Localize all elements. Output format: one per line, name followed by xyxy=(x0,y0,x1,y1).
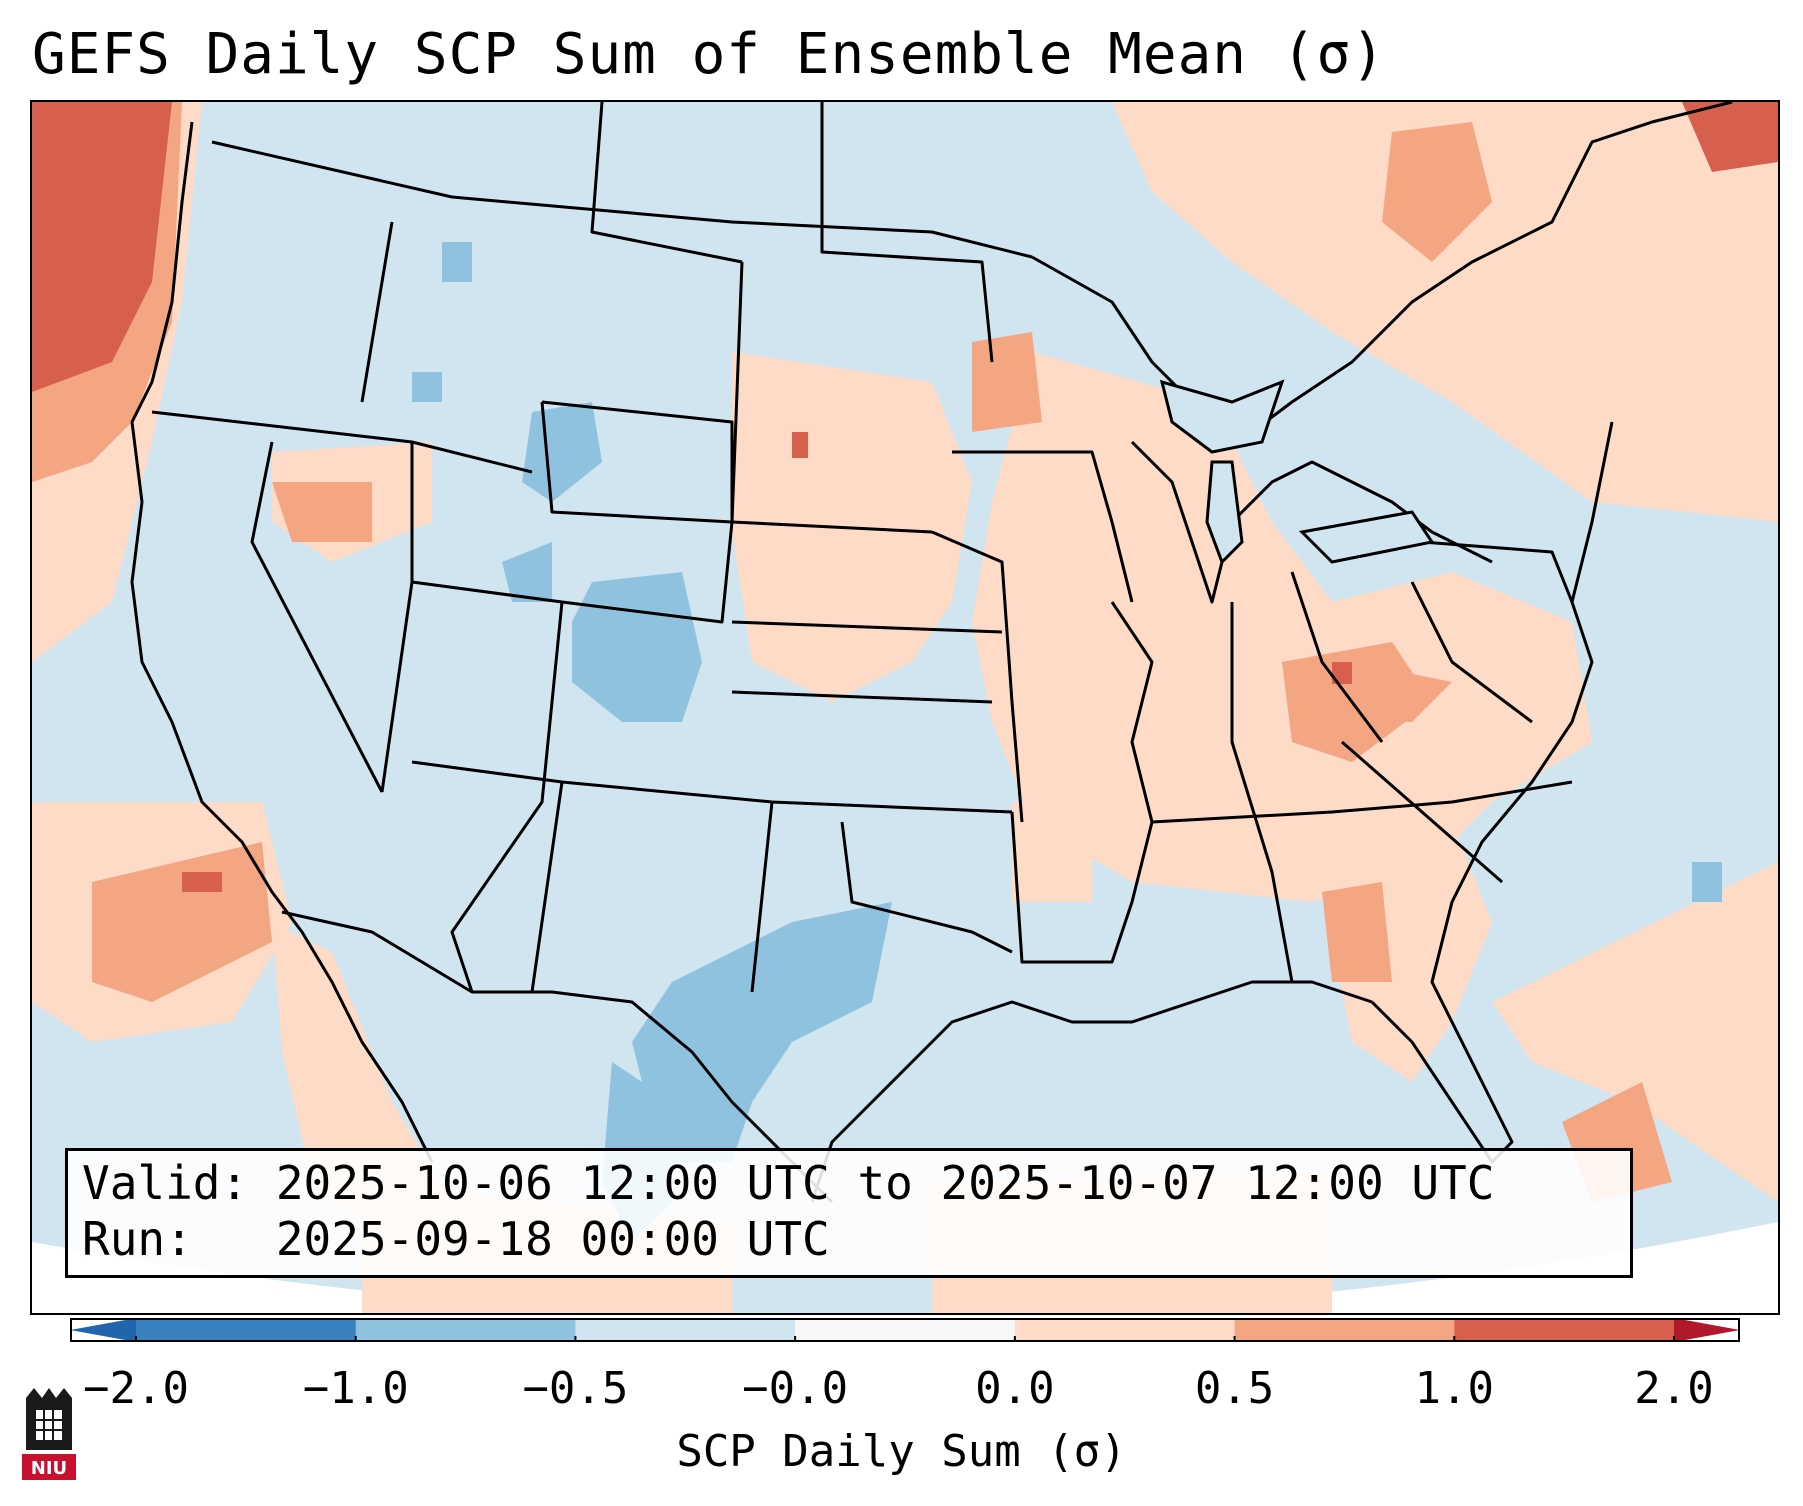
colorbar-outline xyxy=(70,1318,1740,1342)
colorbar-over-extension xyxy=(1674,1318,1740,1342)
colorbar-bin xyxy=(355,1318,576,1342)
map-panel[interactable] xyxy=(30,100,1780,1315)
svg-text:NIU: NIU xyxy=(31,1458,67,1479)
colorbar-tick-label: 0.0 xyxy=(975,1363,1055,1414)
run-time-line: Run: 2025-09-18 00:00 UTC xyxy=(82,1212,830,1266)
state-boundaries xyxy=(130,102,1733,1204)
colorbar-tick-label: 0.5 xyxy=(1194,1363,1275,1414)
colorbar xyxy=(70,1318,1740,1342)
colorbar-tick-label: −0.0 xyxy=(742,1363,849,1414)
colorbar-bin xyxy=(575,1318,796,1342)
scp-negative-areas xyxy=(412,242,1722,1242)
colorbar-under-extension xyxy=(70,1318,136,1342)
colorbar-tick-label: 1.0 xyxy=(1414,1363,1495,1414)
validity-info-box: Valid: 2025-10-06 12:00 UTC to 2025-10-0… xyxy=(65,1148,1633,1278)
scp-map[interactable] xyxy=(32,102,1778,1313)
great-lakes xyxy=(1159,379,1435,565)
map-title: GEFS Daily SCP Sum of Ensemble Mean (σ) xyxy=(32,22,1386,87)
colorbar-bin xyxy=(795,1318,1016,1342)
colorbar-label: SCP Daily Sum (σ) xyxy=(676,1426,1127,1477)
colorbar-bin xyxy=(1014,1318,1236,1342)
niu-logo-icon: NIU xyxy=(22,1388,76,1480)
map-ocean xyxy=(32,102,1778,1313)
colorbar-bin xyxy=(1234,1318,1455,1342)
colorbar-tick-label: −0.5 xyxy=(522,1363,629,1414)
colorbar-bin xyxy=(1454,1318,1675,1342)
colorbar-tick-label: −2.0 xyxy=(83,1363,189,1414)
valid-time-line: Valid: 2025-10-06 12:00 UTC to 2025-10-0… xyxy=(82,1156,1495,1210)
colorbar-bin xyxy=(136,1318,357,1342)
scp-positive-strong-areas xyxy=(32,102,1778,892)
colorbar-tick-label: 2.0 xyxy=(1634,1363,1714,1414)
colorbar-tick-label: −1.0 xyxy=(302,1363,409,1414)
